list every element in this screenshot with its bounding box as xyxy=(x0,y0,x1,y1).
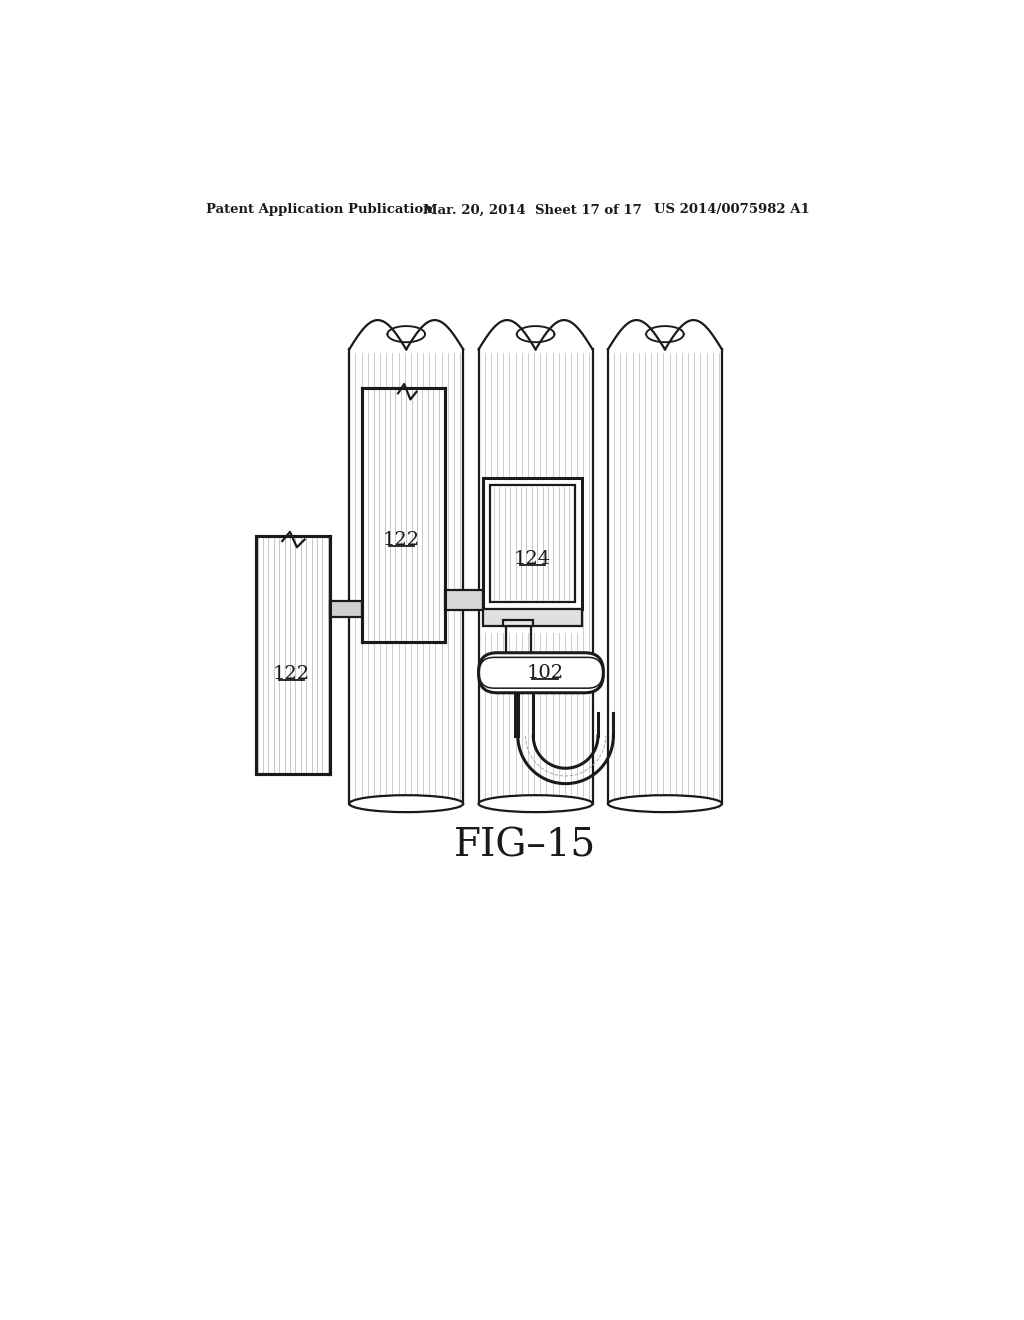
Bar xyxy=(503,619,534,626)
Text: Mar. 20, 2014  Sheet 17 of 17: Mar. 20, 2014 Sheet 17 of 17 xyxy=(423,203,642,216)
Ellipse shape xyxy=(349,795,463,812)
Bar xyxy=(256,536,330,775)
Text: 124: 124 xyxy=(514,550,551,568)
Text: US 2014/0075982 A1: US 2014/0075982 A1 xyxy=(654,203,810,216)
Bar xyxy=(483,478,582,609)
Text: 122: 122 xyxy=(383,532,420,549)
Bar xyxy=(490,484,574,602)
Text: Patent Application Publication: Patent Application Publication xyxy=(206,203,433,216)
Ellipse shape xyxy=(478,795,593,812)
Bar xyxy=(258,537,329,774)
Bar xyxy=(444,590,483,610)
FancyBboxPatch shape xyxy=(479,657,602,688)
Bar xyxy=(361,388,444,642)
Bar xyxy=(330,601,361,616)
Bar xyxy=(364,389,443,640)
FancyBboxPatch shape xyxy=(478,653,603,693)
Bar xyxy=(483,609,582,626)
Text: FIG–15: FIG–15 xyxy=(454,828,596,865)
Text: 122: 122 xyxy=(273,665,310,684)
Text: 102: 102 xyxy=(526,664,563,681)
Ellipse shape xyxy=(608,795,722,812)
Bar xyxy=(484,479,581,634)
